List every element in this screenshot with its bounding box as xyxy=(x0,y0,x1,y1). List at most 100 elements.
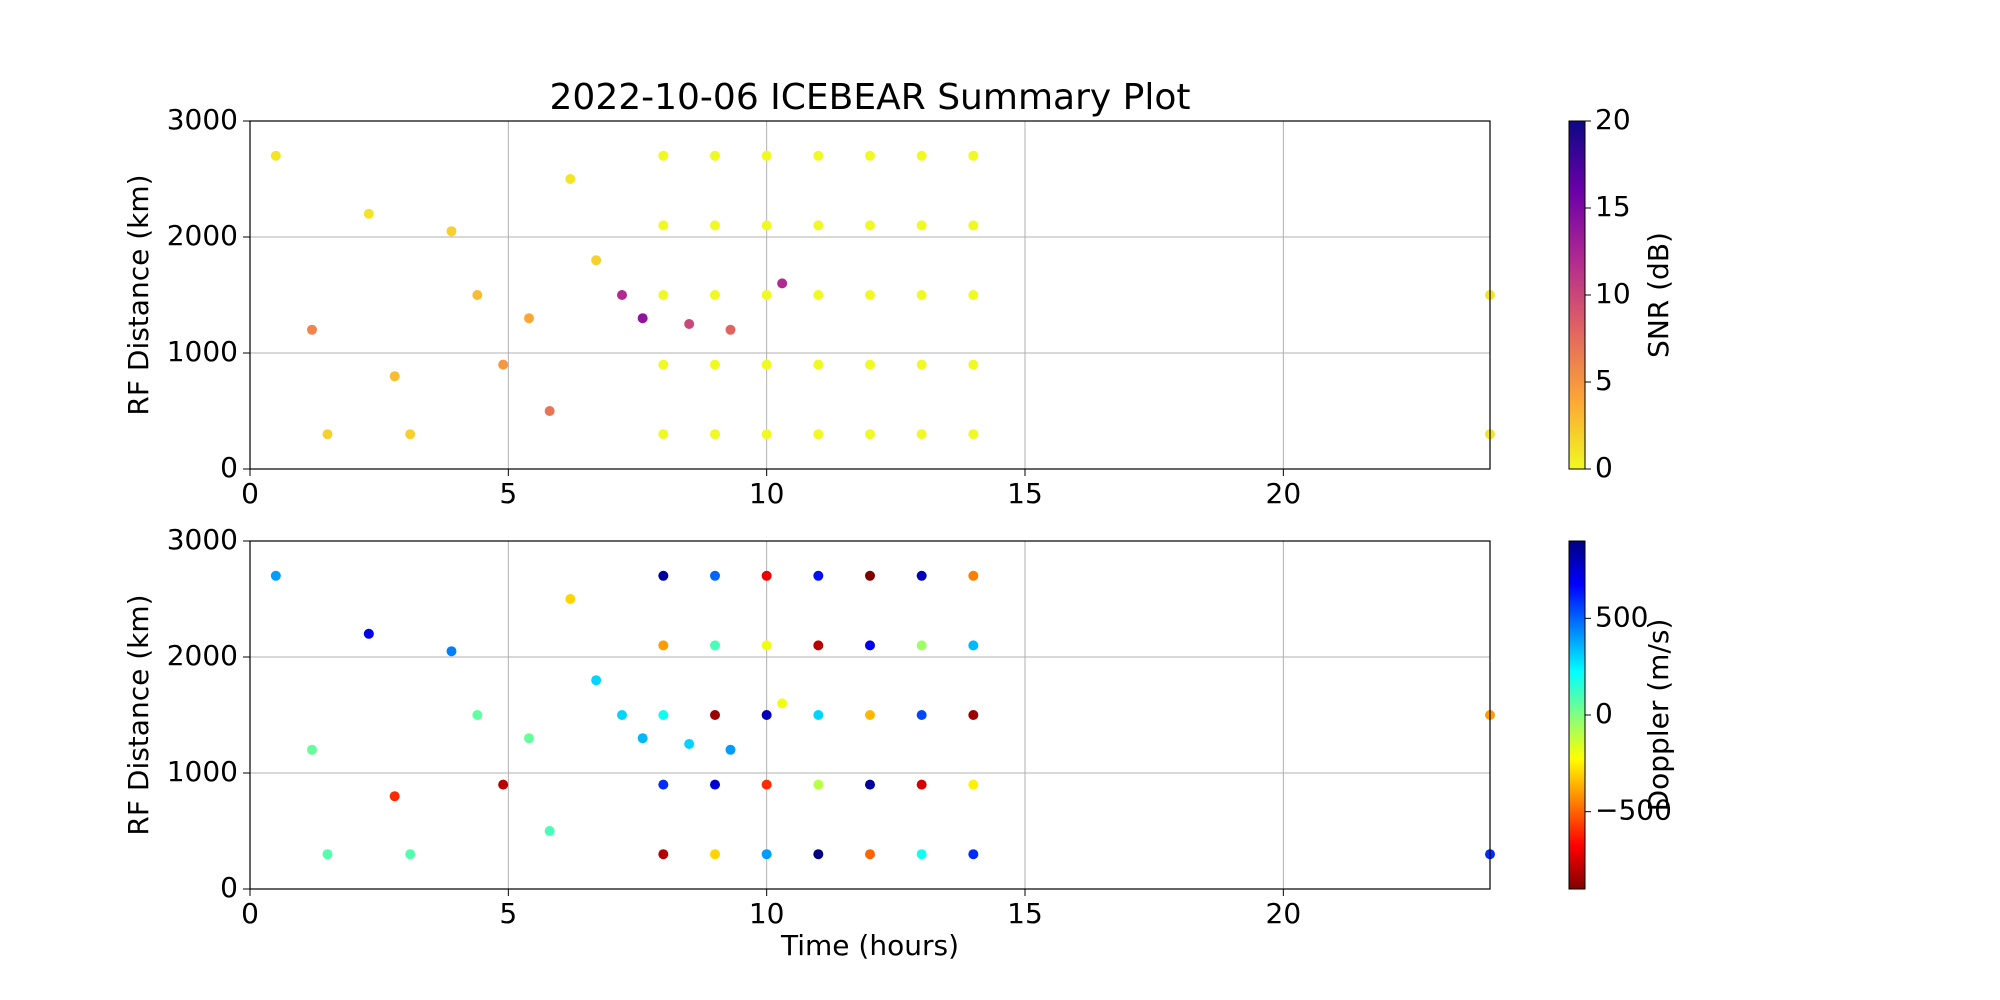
data-point xyxy=(658,640,669,651)
data-point xyxy=(916,290,927,300)
data-point xyxy=(684,319,695,329)
data-point xyxy=(865,359,875,370)
data-point xyxy=(865,779,875,790)
colorbar-tick-label: 0 xyxy=(1595,697,1613,730)
x-axis-label: Time (hours) xyxy=(780,929,959,962)
data-point xyxy=(710,429,720,440)
data-point xyxy=(916,220,927,231)
data-point xyxy=(813,779,824,790)
data-point xyxy=(968,290,979,300)
data-point xyxy=(658,220,669,231)
y-tick-label: 1000 xyxy=(167,755,238,788)
data-point xyxy=(865,290,875,300)
data-point xyxy=(322,429,333,440)
data-point xyxy=(916,849,927,860)
data-point xyxy=(524,733,534,744)
data-point xyxy=(498,779,509,790)
data-point xyxy=(684,739,695,749)
x-tick-label: 20 xyxy=(1266,897,1302,930)
data-point xyxy=(544,406,555,416)
colorbar-tick-label: 5 xyxy=(1595,364,1613,397)
data-point xyxy=(777,278,788,289)
data-point xyxy=(761,570,772,581)
x-tick-label: 15 xyxy=(1007,477,1043,510)
data-point xyxy=(524,313,534,324)
data-point xyxy=(865,220,875,231)
data-point xyxy=(389,371,400,382)
colorbar-tick-label: 15 xyxy=(1595,190,1631,223)
data-point xyxy=(968,429,979,440)
data-point xyxy=(761,150,772,161)
data-point xyxy=(363,628,374,639)
data-point xyxy=(968,359,979,370)
data-point xyxy=(710,779,720,790)
data-point xyxy=(591,255,602,266)
data-point xyxy=(658,429,669,440)
data-point xyxy=(761,779,772,790)
data-point xyxy=(725,744,736,755)
data-point xyxy=(813,849,824,860)
x-tick-label: 10 xyxy=(749,477,785,510)
data-point xyxy=(658,849,669,860)
data-point xyxy=(761,290,772,300)
y-tick-label: 3000 xyxy=(167,103,238,136)
data-point xyxy=(472,710,483,720)
y-tick-label: 2000 xyxy=(167,639,238,672)
data-point xyxy=(710,359,720,370)
y-tick-label: 3000 xyxy=(167,523,238,556)
x-tick-label: 0 xyxy=(241,477,259,510)
x-tick-label: 5 xyxy=(499,897,517,930)
data-point xyxy=(710,570,720,581)
data-point xyxy=(446,646,457,657)
data-point xyxy=(916,779,927,790)
data-point xyxy=(916,640,927,651)
chart-title: 2022-10-06 ICEBEAR Summary Plot xyxy=(550,77,1191,118)
data-point xyxy=(813,359,824,370)
data-point xyxy=(865,710,875,720)
data-point xyxy=(813,429,824,440)
data-point xyxy=(658,779,669,790)
colorbar-tick-label: 20 xyxy=(1595,103,1631,136)
data-point xyxy=(446,226,457,237)
data-point xyxy=(658,710,669,720)
data-point xyxy=(916,359,927,370)
colorbar-label: Doppler (m/s) xyxy=(1642,619,1675,812)
data-point xyxy=(472,290,483,300)
data-point xyxy=(637,733,648,744)
data-point xyxy=(813,570,824,581)
data-point xyxy=(498,359,509,370)
data-point xyxy=(865,150,875,161)
data-point xyxy=(307,324,317,335)
data-point xyxy=(813,640,824,651)
data-point xyxy=(761,359,772,370)
data-point xyxy=(761,710,772,720)
data-point xyxy=(405,429,416,440)
data-point xyxy=(916,570,927,581)
colorbar-label: SNR (dB) xyxy=(1642,232,1675,358)
data-point xyxy=(270,570,281,581)
data-point xyxy=(658,290,669,300)
y-tick-label: 2000 xyxy=(167,219,238,252)
data-point xyxy=(725,324,736,335)
data-point xyxy=(865,849,875,860)
colorbar-tick-label: 500 xyxy=(1595,600,1648,633)
colorbar-tick-label: 10 xyxy=(1595,277,1631,310)
data-point xyxy=(916,150,927,161)
data-point xyxy=(710,220,720,231)
data-point xyxy=(617,290,627,300)
data-point xyxy=(865,429,875,440)
data-point xyxy=(307,744,317,755)
y-tick-label: 1000 xyxy=(167,335,238,368)
x-tick-label: 0 xyxy=(241,897,259,930)
data-point xyxy=(916,429,927,440)
data-point xyxy=(637,313,648,324)
x-tick-label: 10 xyxy=(749,897,785,930)
data-point xyxy=(565,594,576,604)
data-point xyxy=(813,150,824,161)
colorbar xyxy=(1568,540,1586,890)
data-point xyxy=(710,640,720,651)
data-point xyxy=(270,150,281,161)
data-point xyxy=(565,174,576,184)
data-point xyxy=(617,710,627,720)
